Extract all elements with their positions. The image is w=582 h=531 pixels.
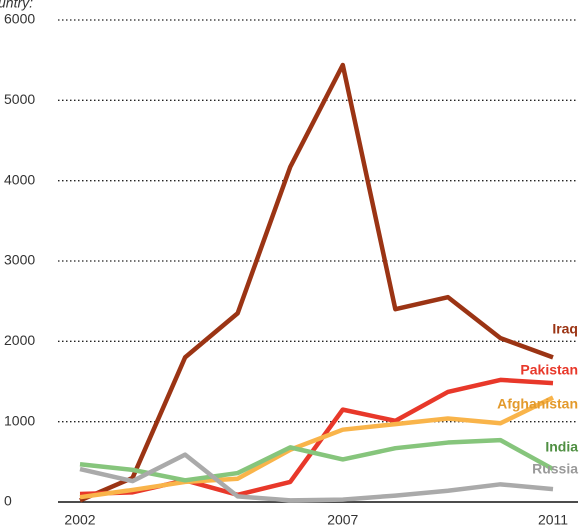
x-tick-label: 2002	[64, 512, 95, 528]
series-label: Russia	[532, 461, 578, 477]
y-tick-label: 5000	[4, 91, 35, 107]
chart-subtitle: untry:	[0, 0, 33, 11]
series-line	[79, 452, 554, 503]
series-line	[79, 62, 554, 503]
y-tick-label: 0	[4, 493, 12, 509]
series-line	[79, 437, 555, 483]
x-tick-label: 2011	[538, 512, 568, 528]
y-tick-label: 1000	[4, 412, 35, 428]
y-tick-label: 6000	[4, 11, 35, 27]
series-label: Pakistan	[520, 362, 578, 378]
y-tick-label: 4000	[4, 171, 35, 187]
series-line	[79, 395, 554, 500]
series-label: India	[545, 439, 578, 455]
series-label: Iraq	[552, 321, 578, 337]
series-label: Afghanistan	[497, 396, 578, 412]
x-tick-label: 2007	[327, 512, 358, 528]
y-tick-label: 3000	[4, 252, 35, 268]
y-tick-label: 2000	[4, 332, 35, 348]
